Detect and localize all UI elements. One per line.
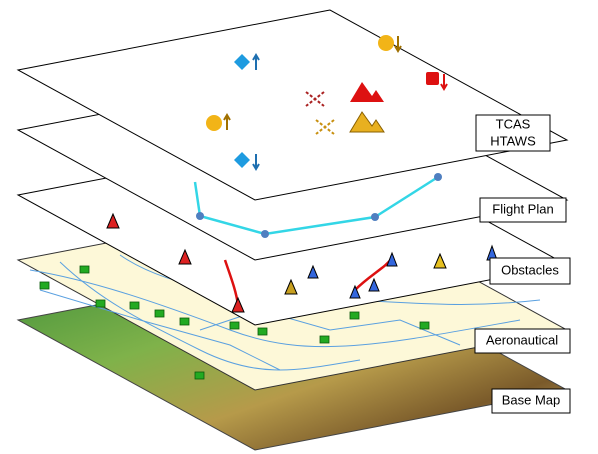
- label-box: [491, 388, 571, 414]
- label-box: [474, 328, 571, 354]
- label-box: [475, 114, 551, 152]
- layer-label: Aeronautical: [486, 332, 558, 347]
- layer-label: HTAWS: [490, 133, 536, 148]
- layer-label: Base Map: [502, 392, 561, 407]
- layer-label: Obstacles: [501, 262, 559, 277]
- layer-label: Flight Plan: [492, 201, 553, 216]
- label-box: [489, 257, 571, 285]
- airports: [39, 265, 430, 380]
- waypoints: [196, 173, 442, 238]
- tcas-layer: TCAS HTAWS: [16, 9, 569, 201]
- label-box: [479, 197, 567, 223]
- tcas-plane: [16, 9, 569, 201]
- layer-label: TCAS: [496, 116, 531, 131]
- obstacle-icons: [106, 212, 498, 313]
- traffic-icons: [206, 35, 448, 171]
